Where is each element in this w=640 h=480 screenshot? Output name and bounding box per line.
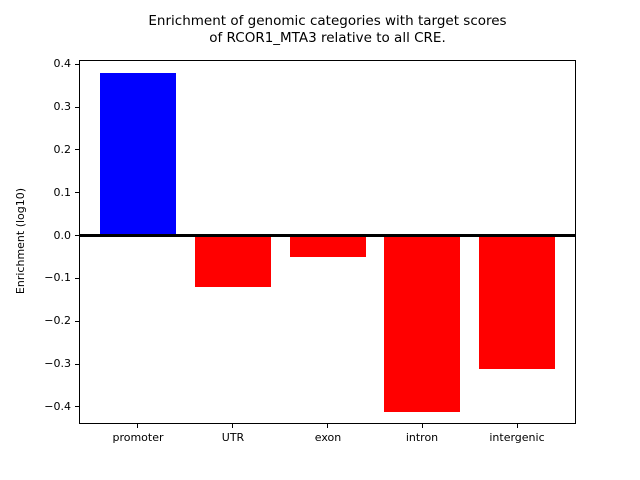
y-tick-mark: [75, 64, 79, 65]
x-tick-label-intron: intron: [405, 431, 439, 444]
y-tick-label: 0.4: [53, 57, 72, 70]
y-tick-label: 0.1: [53, 186, 72, 199]
chart-title: Enrichment of genomic categories with ta…: [148, 13, 507, 46]
bar-exon: [290, 236, 366, 257]
x-tick-mark: [517, 424, 518, 428]
plot-area: [79, 60, 576, 424]
x-tick-mark: [232, 424, 233, 428]
bar-intron: [384, 236, 460, 412]
y-tick-mark: [75, 235, 79, 236]
x-tick-mark: [137, 424, 138, 428]
bar-promoter: [100, 73, 176, 236]
x-tick-label-UTR: UTR: [221, 431, 245, 444]
y-tick-label: −0.4: [44, 400, 71, 413]
y-tick-label: −0.3: [44, 357, 71, 370]
zero-line: [79, 234, 576, 237]
y-tick-label: 0.3: [53, 100, 72, 113]
y-tick-mark: [75, 278, 79, 279]
y-tick-label: −0.1: [44, 271, 71, 284]
x-tick-mark: [327, 424, 328, 428]
y-tick-label: −0.2: [44, 314, 71, 327]
y-tick-mark: [75, 406, 79, 407]
y-tick-mark: [75, 364, 79, 365]
bar-UTR: [195, 236, 271, 287]
y-tick-mark: [75, 192, 79, 193]
y-tick-mark: [75, 321, 79, 322]
y-tick-mark: [75, 107, 79, 108]
x-tick-mark: [422, 424, 423, 428]
bar-intergenic: [479, 236, 555, 369]
x-tick-label-promoter: promoter: [112, 431, 164, 444]
y-tick-label: 0.2: [53, 143, 72, 156]
y-tick-label: 0.0: [53, 229, 72, 242]
x-tick-label-exon: exon: [314, 431, 342, 444]
x-tick-label-intergenic: intergenic: [489, 431, 545, 444]
y-tick-mark: [75, 149, 79, 150]
